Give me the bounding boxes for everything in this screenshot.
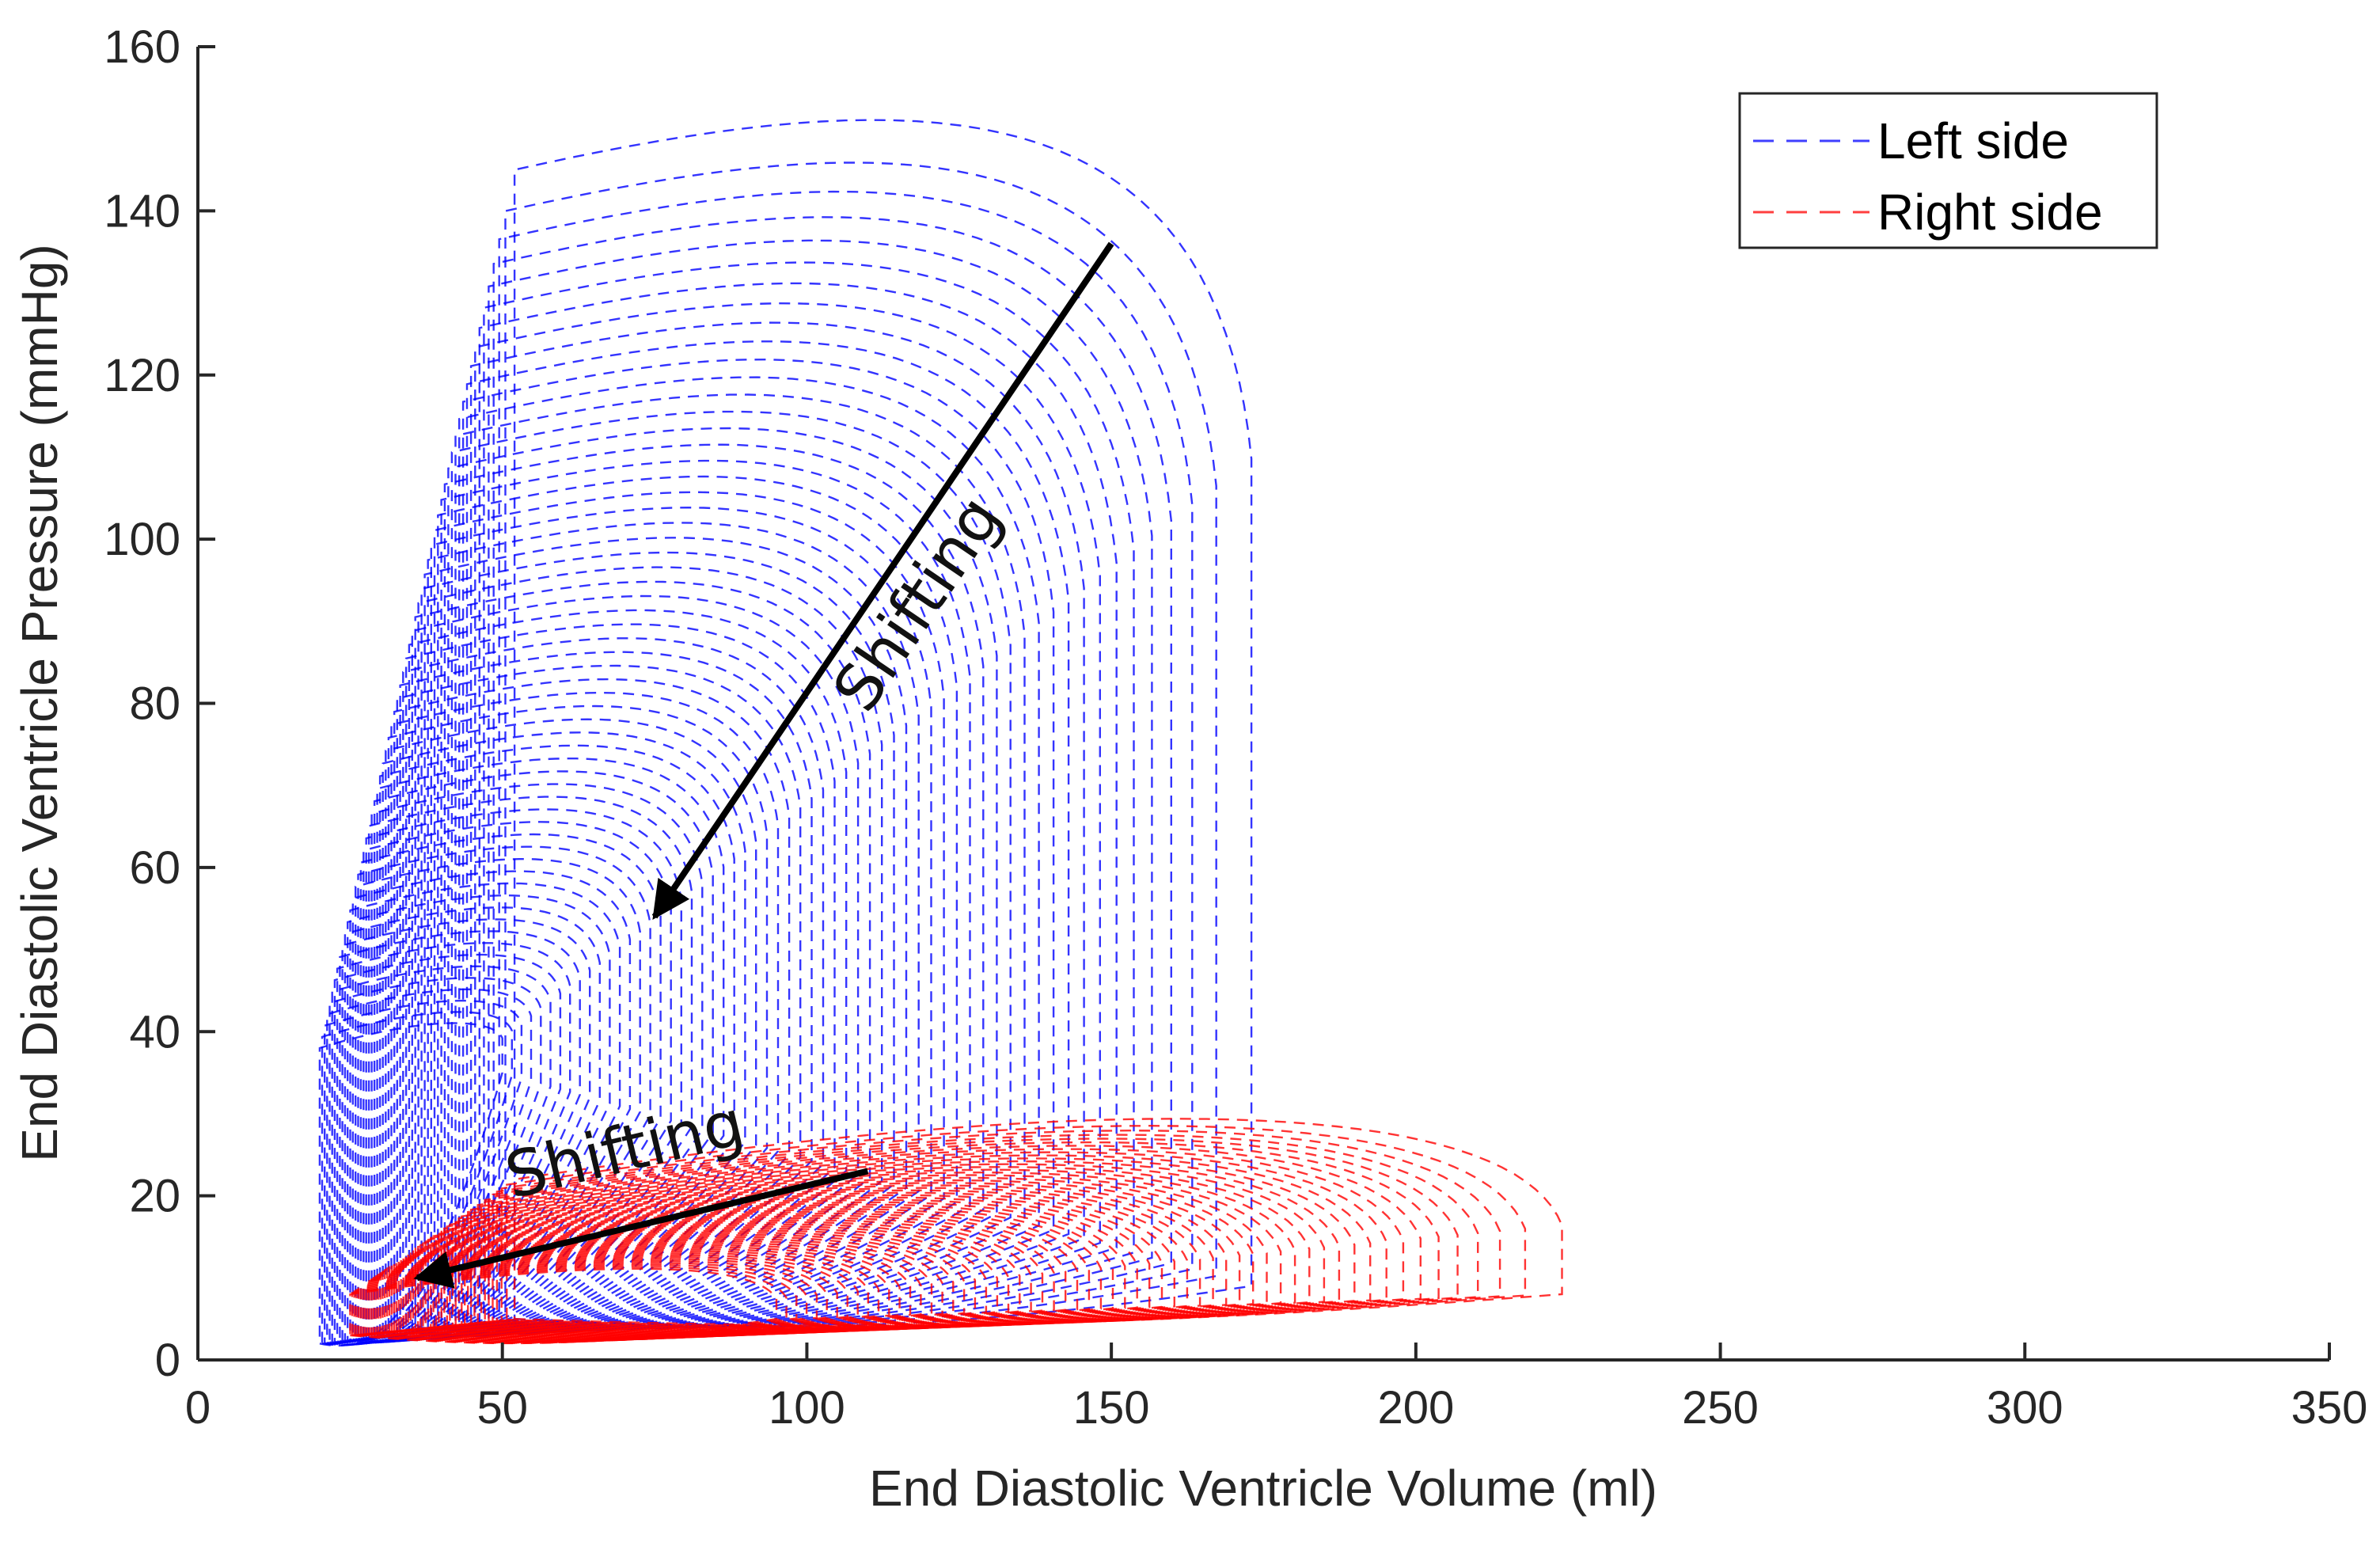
series-right-side [349, 1118, 1563, 1345]
pv-loop [318, 1022, 503, 1347]
pv-loop [423, 537, 908, 1335]
pv-loop [411, 594, 860, 1336]
shifting-label-left-side: Shifting [819, 483, 1016, 724]
pv-loop [504, 161, 1217, 1328]
y-tick-label: 0 [155, 1335, 180, 1386]
x-tick-label: 350 [2291, 1382, 2368, 1434]
pv-loop [344, 906, 601, 1344]
x-tick-label: 50 [476, 1382, 528, 1434]
pv-loop [390, 1229, 977, 1340]
y-ticks: 0 20 40 60 80 100 120 140 160 [104, 21, 215, 1386]
pv-loop [336, 942, 571, 1345]
pv-loop [492, 216, 1172, 1329]
pv-loop [396, 664, 802, 1338]
pv-loop [376, 758, 725, 1340]
shifting-arrow-right-side [413, 1168, 869, 1289]
pv-loop [488, 1141, 1440, 1329]
pv-loop [451, 1174, 1268, 1333]
pv-loop [349, 1267, 778, 1345]
pv-loop [367, 796, 693, 1341]
pv-loop [440, 1184, 1214, 1335]
y-tick-label: 160 [104, 21, 180, 73]
pv-loop [464, 1163, 1326, 1332]
y-tick-label: 40 [129, 1006, 180, 1058]
legend-box [1738, 92, 2158, 249]
pv-loop [461, 358, 1055, 1331]
pv-loop [351, 1266, 788, 1344]
y-tick-label: 100 [104, 514, 180, 565]
pv-loop [458, 376, 1040, 1331]
pv-loop [402, 1219, 1032, 1339]
x-tick-label: 150 [1073, 1382, 1150, 1434]
legend-label-left-side: Left side [1877, 112, 2069, 169]
pv-loop [414, 580, 871, 1336]
pv-loop [417, 1206, 1103, 1337]
pv-loop [321, 1011, 513, 1346]
pv-loop [366, 1251, 859, 1343]
pv-loop [513, 1118, 1563, 1327]
pv-loop [351, 870, 632, 1343]
pv-loop [449, 1176, 1255, 1334]
pv-loop [379, 1240, 922, 1341]
pv-loop [465, 340, 1070, 1331]
pv-loop [387, 705, 769, 1339]
y-tick-label: 20 [129, 1171, 180, 1222]
pv-loop [427, 1196, 1151, 1336]
pv-loop [500, 1129, 1501, 1328]
x-tick-label: 250 [1682, 1382, 1759, 1434]
pv-loop [473, 1154, 1372, 1331]
pv-loop [450, 410, 1012, 1332]
pv-loop [404, 1217, 1044, 1339]
x-tick-label: 200 [1377, 1382, 1454, 1434]
pv-loop [353, 1263, 798, 1344]
pv-loop [349, 882, 621, 1343]
pv-loop [347, 894, 611, 1343]
pv-loop [408, 609, 848, 1337]
x-ticks: 0 50 100 150 200 250 300 350 [185, 1343, 2368, 1434]
x-axis-label: End Diastolic Ventricle Volume (ml) [869, 1460, 1657, 1517]
x-tick-label: 0 [185, 1382, 211, 1434]
legend: Left side Right side [1738, 92, 2158, 249]
y-tick-label: 60 [129, 842, 180, 894]
legend-label-right-side: Right side [1877, 184, 2103, 241]
pv-loop [378, 744, 735, 1340]
x-tick-label: 300 [1987, 1382, 2063, 1434]
pv-loop [390, 691, 780, 1339]
pv-loop [474, 302, 1101, 1330]
y-axis-label: End Diastolic Ventricle Pressure (mmHg) [11, 244, 68, 1161]
pv-loop [326, 988, 533, 1346]
pv-loop [478, 282, 1118, 1330]
y-tick-label: 80 [129, 678, 180, 730]
pv-loop [339, 930, 581, 1345]
pv-loop [328, 977, 542, 1346]
y-tick-label: 140 [104, 185, 180, 237]
pv-loop [427, 522, 920, 1335]
plot-area [318, 119, 1563, 1347]
x-tick-label: 100 [769, 1382, 845, 1434]
pv-loop [357, 845, 651, 1343]
pv-loop [438, 1187, 1201, 1335]
pv-loop [363, 1254, 848, 1343]
pv-loop [341, 918, 591, 1344]
pv-loop [370, 783, 704, 1341]
pv-loop [355, 858, 641, 1343]
pv-loop [377, 1242, 912, 1342]
pv-loop [443, 443, 985, 1333]
shifting-arrow-left-side [651, 241, 1114, 921]
pv-loop [404, 623, 836, 1337]
pv-loop [433, 491, 945, 1334]
y-tick-label: 120 [104, 350, 180, 401]
pv-loop [461, 1166, 1311, 1332]
pv-loop [424, 1198, 1138, 1336]
